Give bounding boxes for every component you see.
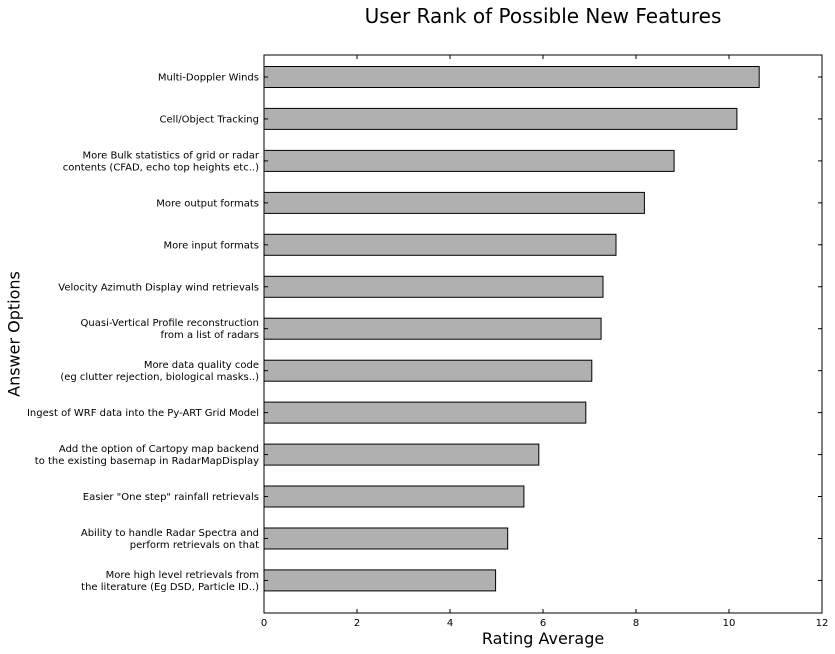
y-tick-label: perform retrievals on that bbox=[130, 540, 259, 551]
y-tick-label: Ability to handle Radar Spectra and bbox=[81, 528, 259, 539]
bar bbox=[263, 359, 593, 382]
y-tick-label: (eg clutter rejection, biological masks.… bbox=[60, 372, 259, 383]
x-tick-label: 6 bbox=[540, 618, 546, 629]
bar bbox=[263, 485, 525, 508]
y-tick-label: Ingest of WRF data into the Py-ART Grid … bbox=[27, 408, 259, 419]
y-tick-label: More high level retrievals from bbox=[106, 570, 259, 581]
x-tick-label: 0 bbox=[261, 618, 267, 629]
x-tick-label: 8 bbox=[633, 618, 639, 629]
y-tick-label: the literature (Eg DSD, Particle ID..) bbox=[81, 582, 259, 593]
bar bbox=[263, 443, 540, 466]
y-tick-label: to the existing basemap in RadarMapDispl… bbox=[35, 456, 259, 467]
y-tick-label: More output formats bbox=[156, 198, 259, 209]
bar bbox=[263, 107, 738, 130]
x-tick-label: 10 bbox=[723, 618, 736, 629]
x-tick-label: 4 bbox=[447, 618, 453, 629]
x-axis-title: Rating Average bbox=[481, 629, 605, 648]
bar bbox=[263, 191, 645, 214]
y-tick-label: Velocity Azimuth Display wind retrievals bbox=[58, 282, 259, 293]
y-tick-label: from a list of radars bbox=[161, 330, 259, 341]
bar bbox=[263, 66, 760, 88]
y-tick-label: contents (CFAD, echo top heights etc..) bbox=[63, 162, 259, 173]
bar bbox=[263, 317, 602, 340]
y-tick-label: More input formats bbox=[164, 240, 259, 251]
y-tick-label: More Bulk statistics of grid or radar bbox=[83, 150, 260, 161]
y-tick-label: Easier "One step" rainfall retrievals bbox=[83, 492, 259, 503]
bar bbox=[263, 149, 675, 172]
bar bbox=[263, 275, 604, 298]
bar bbox=[263, 401, 587, 424]
y-tick-label: Cell/Object Tracking bbox=[160, 114, 259, 125]
x-tick-label: 2 bbox=[354, 618, 360, 629]
x-tick-label: 12 bbox=[816, 618, 829, 629]
bar bbox=[263, 569, 497, 592]
bar bbox=[263, 233, 617, 256]
y-tick-label: More data quality code bbox=[144, 360, 259, 371]
bar bbox=[263, 527, 509, 550]
chart-title: User Rank of Possible New Features bbox=[364, 4, 722, 28]
y-tick-label: Add the option of Cartopy map backend bbox=[59, 444, 259, 455]
y-tick-label: Quasi-Vertical Profile reconstruction bbox=[81, 318, 259, 329]
y-tick-label: Multi-Doppler Winds bbox=[158, 73, 259, 84]
